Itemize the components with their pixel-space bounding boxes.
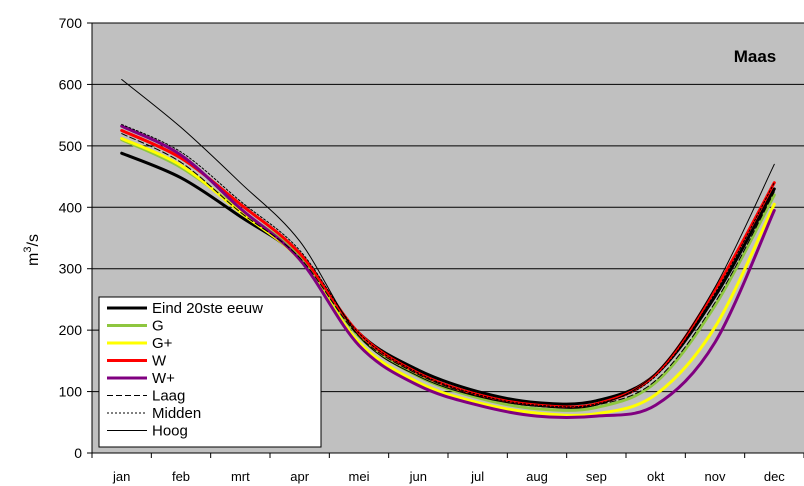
y-tick-label: 600 xyxy=(59,76,83,92)
y-tick-label: 500 xyxy=(59,138,83,154)
y-axis-ticks: 0 100 200 300 400 500 600 700 xyxy=(59,15,92,461)
x-axis-ticks: jan feb mrt apr mei jun jul aug sep okt nov dec xyxy=(91,453,804,484)
series-line-hoog xyxy=(121,79,775,409)
y-tick-label: 200 xyxy=(59,322,83,338)
y-axis-label: m3/s xyxy=(22,234,42,266)
series-line-w-plus xyxy=(120,124,776,420)
legend-label-w: W xyxy=(152,353,167,370)
legend-box xyxy=(98,296,322,448)
x-tick-label: jan xyxy=(112,469,130,484)
x-tick-label: jul xyxy=(470,469,484,484)
x-tick-label: feb xyxy=(172,469,190,484)
x-tick-label: dec xyxy=(764,469,785,484)
legend-label-g-plus: G+ xyxy=(152,335,173,352)
x-tick-label: aug xyxy=(526,469,548,484)
x-tick-label: apr xyxy=(290,469,309,484)
x-tick-label: okt xyxy=(647,469,665,484)
legend-label-midden: Midden xyxy=(152,405,201,422)
y-tick-label: 700 xyxy=(59,15,83,31)
x-tick-label: jun xyxy=(409,469,427,484)
legend-label-hoog: Hoog xyxy=(152,423,188,440)
legend-label-g: G xyxy=(152,318,164,335)
legend-label-laag: Laag xyxy=(152,388,185,405)
y-tick-label: 300 xyxy=(59,261,83,277)
y-tick-label: 100 xyxy=(59,384,83,400)
series-lines xyxy=(120,79,776,420)
series-line-midden xyxy=(121,123,775,408)
x-tick-label: mrt xyxy=(231,469,250,484)
chart-title: Maas xyxy=(734,47,777,66)
legend-label-w-plus: W+ xyxy=(152,370,175,387)
legend-label-eind-20ste-eeuw: Eind 20ste eeuw xyxy=(152,300,263,317)
series-line-laag xyxy=(121,133,775,409)
y-tick-label: 400 xyxy=(59,199,83,215)
x-tick-label: nov xyxy=(705,469,726,484)
y-tick-label: 0 xyxy=(74,445,82,461)
x-tick-label: mei xyxy=(349,469,370,484)
x-tick-label: sep xyxy=(586,469,607,484)
